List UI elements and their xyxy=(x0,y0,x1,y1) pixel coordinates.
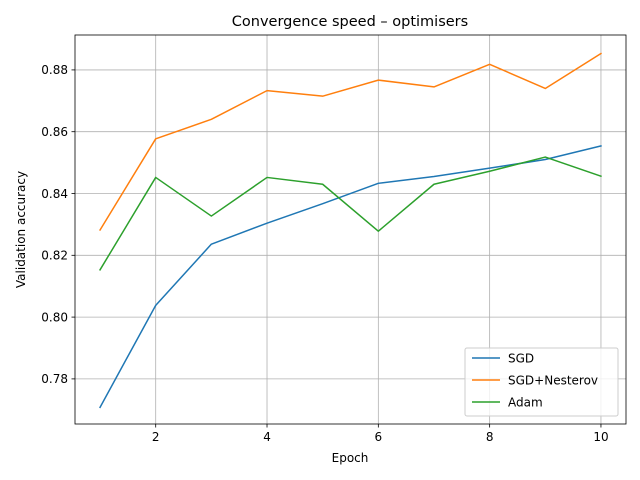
y-tick-label: 0.78 xyxy=(41,372,68,386)
legend: SGD SGD+Nesterov Adam xyxy=(464,347,619,417)
y-tick-label: 0.80 xyxy=(41,310,68,324)
axes-frame xyxy=(74,34,627,425)
y-tick-label: 0.84 xyxy=(41,187,68,201)
x-tick-label: 4 xyxy=(263,430,271,444)
series-line-adam xyxy=(99,156,602,271)
series-lines xyxy=(99,52,602,409)
grid xyxy=(75,35,626,424)
legend-box xyxy=(464,347,619,417)
ticks: 2 4 6 8 10 0.78 0.80 0.82 0.84 0.86 0.88 xyxy=(41,63,608,444)
x-tick-label: 10 xyxy=(593,430,608,444)
chart-title: Convergence speed – optimisers xyxy=(232,14,468,30)
legend-label-adam: Adam xyxy=(508,395,543,409)
x-tick-label: 6 xyxy=(375,430,383,444)
y-tick-label: 0.86 xyxy=(41,125,68,139)
legend-label-sgd: SGD xyxy=(508,351,534,365)
y-axis-label: Validation accuracy xyxy=(14,171,28,288)
y-tick-label: 0.88 xyxy=(41,63,68,77)
y-tick-label: 0.82 xyxy=(41,249,68,263)
series-line-sgd-nesterov xyxy=(99,52,602,231)
legend-label-sgd-nesterov: SGD+Nesterov xyxy=(508,373,598,387)
x-axis-label: Epoch xyxy=(332,451,369,465)
x-tick-label: 2 xyxy=(152,430,160,444)
x-tick-label: 8 xyxy=(486,430,494,444)
